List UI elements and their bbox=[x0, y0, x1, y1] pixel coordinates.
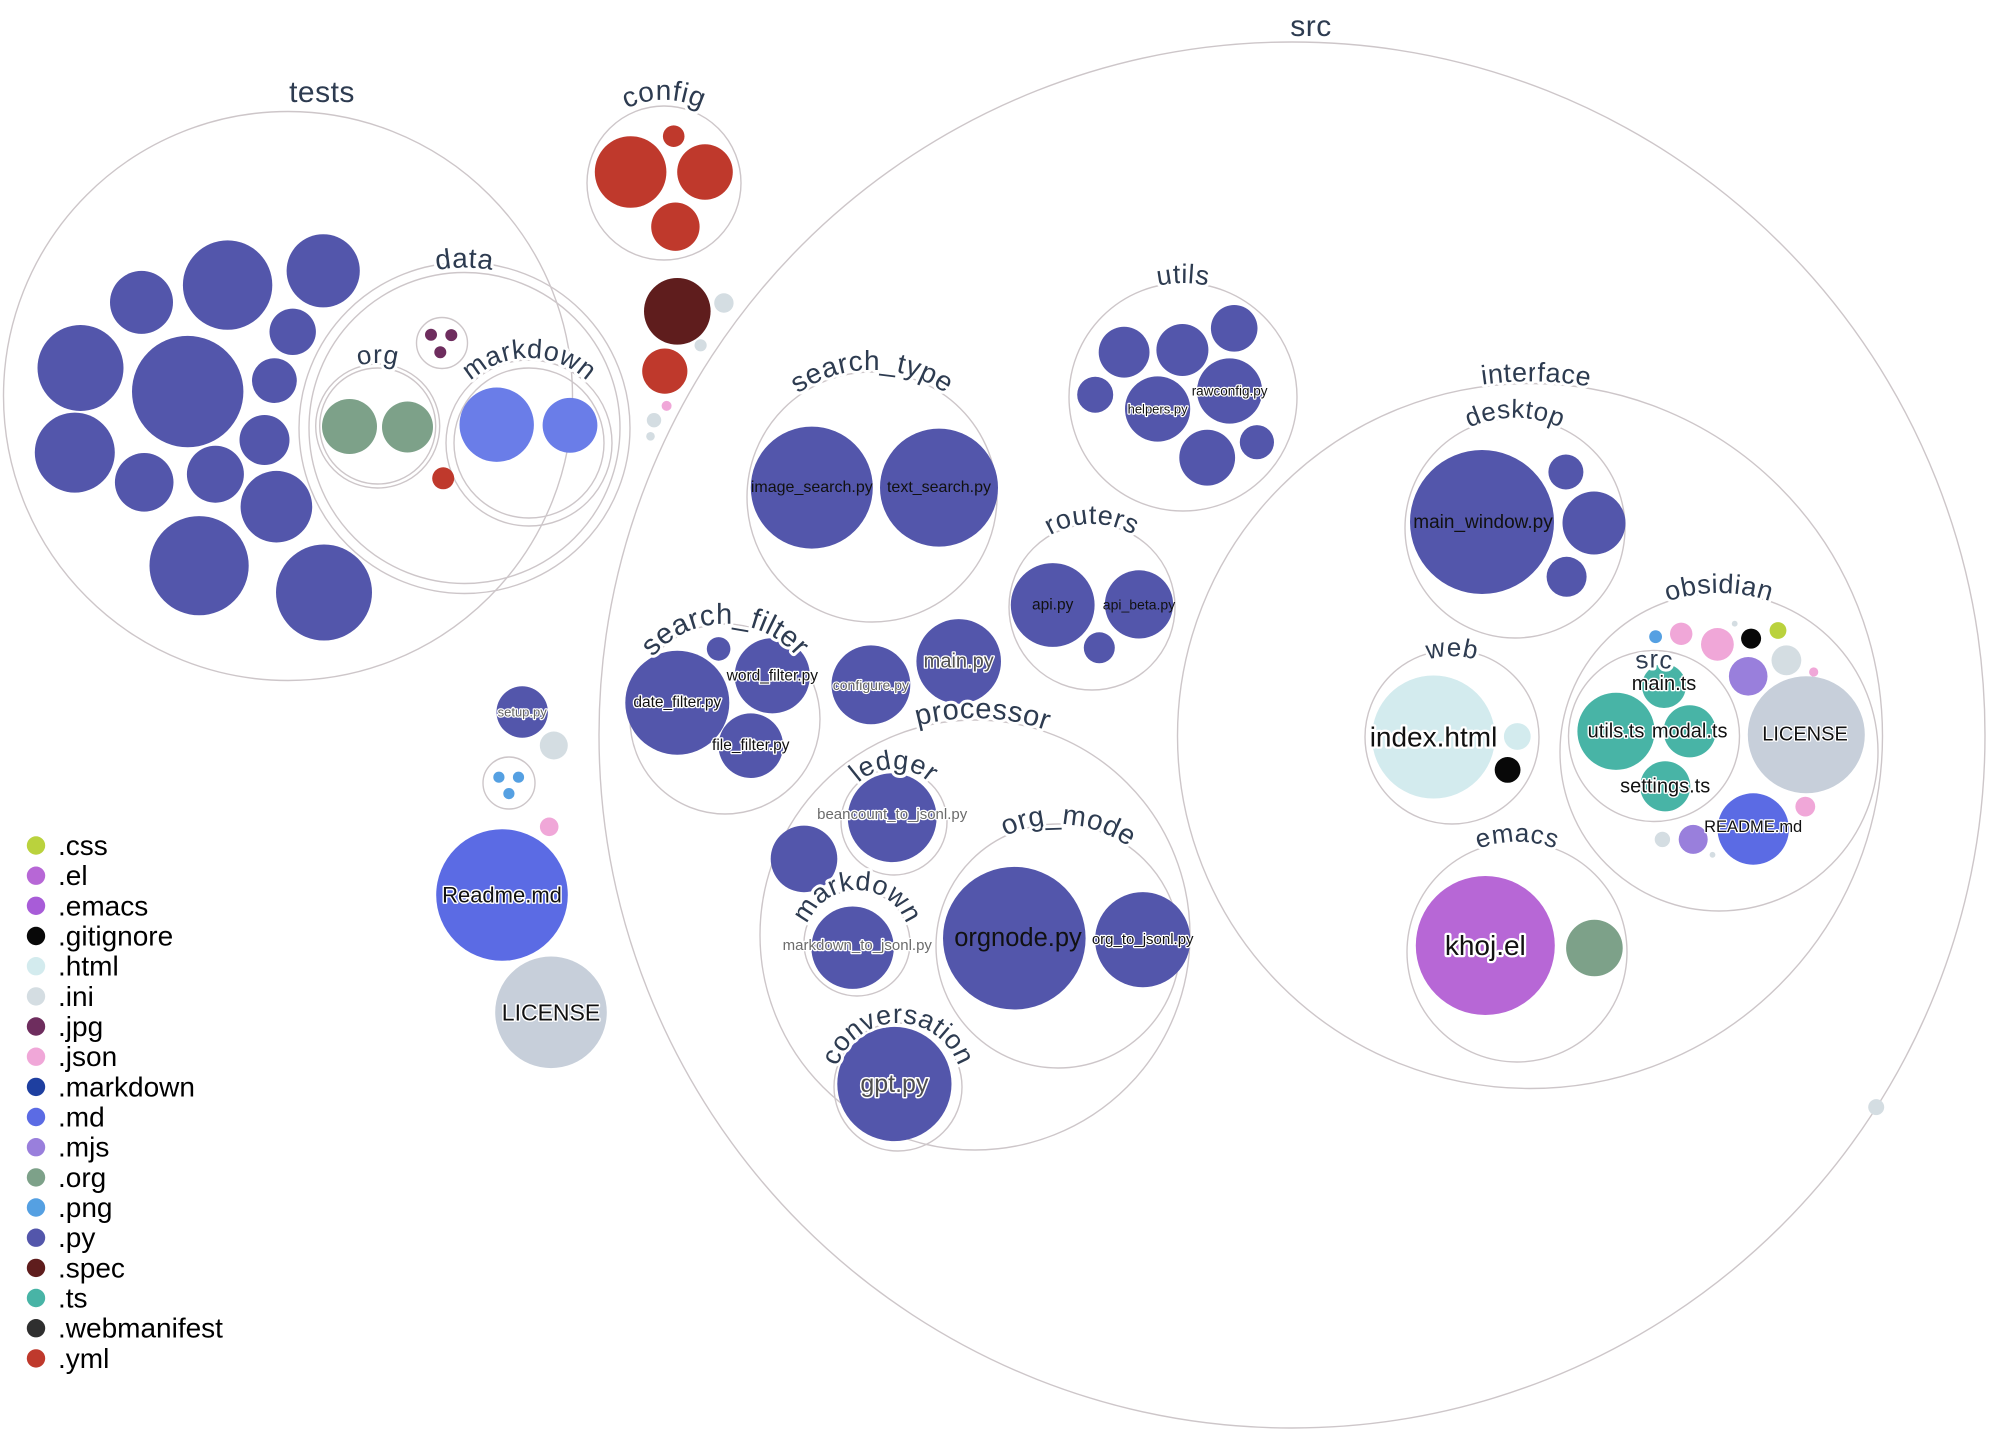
svg-text:org: org bbox=[354, 339, 402, 371]
svg-text:.el: .el bbox=[58, 860, 88, 891]
svg-text:.html: .html bbox=[58, 951, 119, 982]
svg-text:file_filter.py: file_filter.py bbox=[712, 737, 790, 754]
svg-text:.webmanifest: .webmanifest bbox=[58, 1313, 223, 1344]
svg-text:utils.ts: utils.ts bbox=[1588, 720, 1645, 742]
svg-text:word_filter.py: word_filter.py bbox=[726, 667, 819, 684]
svg-text:.md: .md bbox=[58, 1102, 105, 1133]
svg-text:data: data bbox=[433, 243, 495, 276]
svg-text:settings.ts: settings.ts bbox=[1620, 775, 1710, 797]
svg-text:.markdown: .markdown bbox=[58, 1071, 195, 1102]
svg-text:.css: .css bbox=[58, 830, 108, 861]
svg-text:Readme.md: Readme.md bbox=[442, 883, 562, 908]
svg-text:text_search.py: text_search.py bbox=[887, 479, 991, 496]
svg-text:rawconfig.py: rawconfig.py bbox=[1192, 384, 1268, 399]
svg-text:.spec: .spec bbox=[58, 1252, 125, 1283]
svg-text:.emacs: .emacs bbox=[58, 890, 148, 921]
svg-text:modal.ts: modal.ts bbox=[1652, 720, 1728, 742]
svg-text:tests: tests bbox=[289, 76, 355, 109]
svg-text:markdown_to_jsonl.py: markdown_to_jsonl.py bbox=[783, 937, 933, 954]
svg-text:image_search.py: image_search.py bbox=[751, 479, 873, 496]
svg-text:src: src bbox=[1290, 10, 1332, 43]
svg-text:main_window.py: main_window.py bbox=[1413, 512, 1553, 533]
svg-text:LICENSE: LICENSE bbox=[1762, 724, 1848, 746]
svg-text:.json: .json bbox=[58, 1041, 117, 1072]
svg-text:main.py: main.py bbox=[924, 650, 994, 672]
svg-text:.ini: .ini bbox=[58, 981, 94, 1012]
svg-text:.jpg: .jpg bbox=[58, 1011, 103, 1042]
svg-text:setup.py: setup.py bbox=[498, 705, 548, 720]
svg-text:helpers.py: helpers.py bbox=[1128, 402, 1188, 417]
svg-text:web: web bbox=[1422, 632, 1481, 665]
svg-text:.py: .py bbox=[58, 1222, 95, 1253]
svg-text:.png: .png bbox=[58, 1192, 113, 1223]
svg-text:README.md: README.md bbox=[1704, 818, 1802, 836]
svg-text:org_to_jsonl.py: org_to_jsonl.py bbox=[1092, 931, 1194, 948]
svg-text:interface: interface bbox=[1479, 357, 1593, 392]
svg-text:LICENSE: LICENSE bbox=[502, 999, 600, 1025]
svg-text:api.py: api.py bbox=[1032, 597, 1074, 614]
svg-text:beancount_to_jsonl.py: beancount_to_jsonl.py bbox=[817, 806, 968, 823]
svg-text:.gitignore: .gitignore bbox=[58, 921, 173, 952]
svg-text:api_beta.py: api_beta.py bbox=[1103, 596, 1175, 612]
svg-text:utils: utils bbox=[1154, 259, 1212, 292]
svg-text:.mjs: .mjs bbox=[58, 1132, 109, 1163]
svg-text:orgnode.py: orgnode.py bbox=[954, 924, 1082, 952]
svg-text:index.html: index.html bbox=[1370, 722, 1498, 753]
svg-text:.yml: .yml bbox=[58, 1343, 109, 1374]
svg-text:src: src bbox=[1633, 645, 1675, 675]
svg-text:date_filter.py: date_filter.py bbox=[633, 694, 721, 711]
svg-text:khoj.el: khoj.el bbox=[1445, 930, 1526, 961]
svg-text:main.ts: main.ts bbox=[1632, 673, 1696, 695]
svg-text:gpt.py: gpt.py bbox=[860, 1070, 929, 1098]
svg-text:configure.py: configure.py bbox=[833, 677, 909, 693]
svg-text:.org: .org bbox=[58, 1162, 106, 1193]
svg-text:.ts: .ts bbox=[58, 1283, 88, 1314]
